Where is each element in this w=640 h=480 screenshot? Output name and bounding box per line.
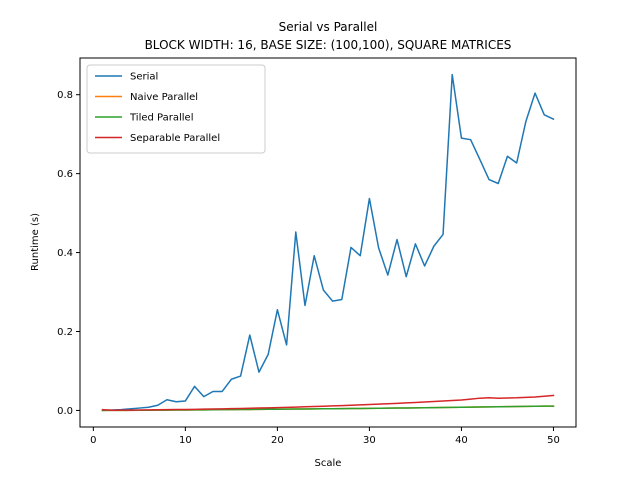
x-tick-label: 20 xyxy=(271,435,284,446)
legend-label-serial: Serial xyxy=(130,72,158,83)
x-tick-label: 30 xyxy=(363,435,376,446)
chart-title: Serial vs Parallel xyxy=(279,20,378,34)
x-tick-label: 10 xyxy=(179,435,192,446)
legend-box xyxy=(86,64,266,154)
y-tick-label: 0.2 xyxy=(57,327,73,338)
legend-label-tiled-parallel: Tiled Parallel xyxy=(129,113,193,124)
series-line-serial xyxy=(101,73,555,412)
legend-label-naive-parallel: Naive Parallel xyxy=(130,92,198,103)
x-tick-label: 40 xyxy=(455,435,468,446)
y-axis: 0.0 0.2 0.4 0.6 0.8 xyxy=(57,90,80,417)
x-axis-label: Scale xyxy=(315,458,342,469)
chart-subtitle: BLOCK WIDTH: 16, BASE SIZE: (100,100), S… xyxy=(145,38,512,52)
series-layer xyxy=(101,73,555,412)
y-tick-label: 0.8 xyxy=(57,90,73,101)
y-axis-label: Runtime (s) xyxy=(30,213,41,271)
legend: Serial Naive Parallel Tiled Parallel Separa… xyxy=(86,64,266,154)
plot-area xyxy=(101,73,555,412)
x-tick-label: 0 xyxy=(90,435,96,446)
series-line-separable-parallel xyxy=(101,394,555,411)
axes-frame xyxy=(79,57,577,428)
x-tick-label: 50 xyxy=(547,435,560,446)
legend-label-separable-parallel: Separable Parallel xyxy=(130,133,220,144)
y-tick-label: 0.0 xyxy=(57,406,73,417)
y-tick-label: 0.6 xyxy=(57,169,73,180)
y-tick-label: 0.4 xyxy=(57,248,73,259)
x-axis: 0 10 20 30 40 50 xyxy=(90,427,560,446)
